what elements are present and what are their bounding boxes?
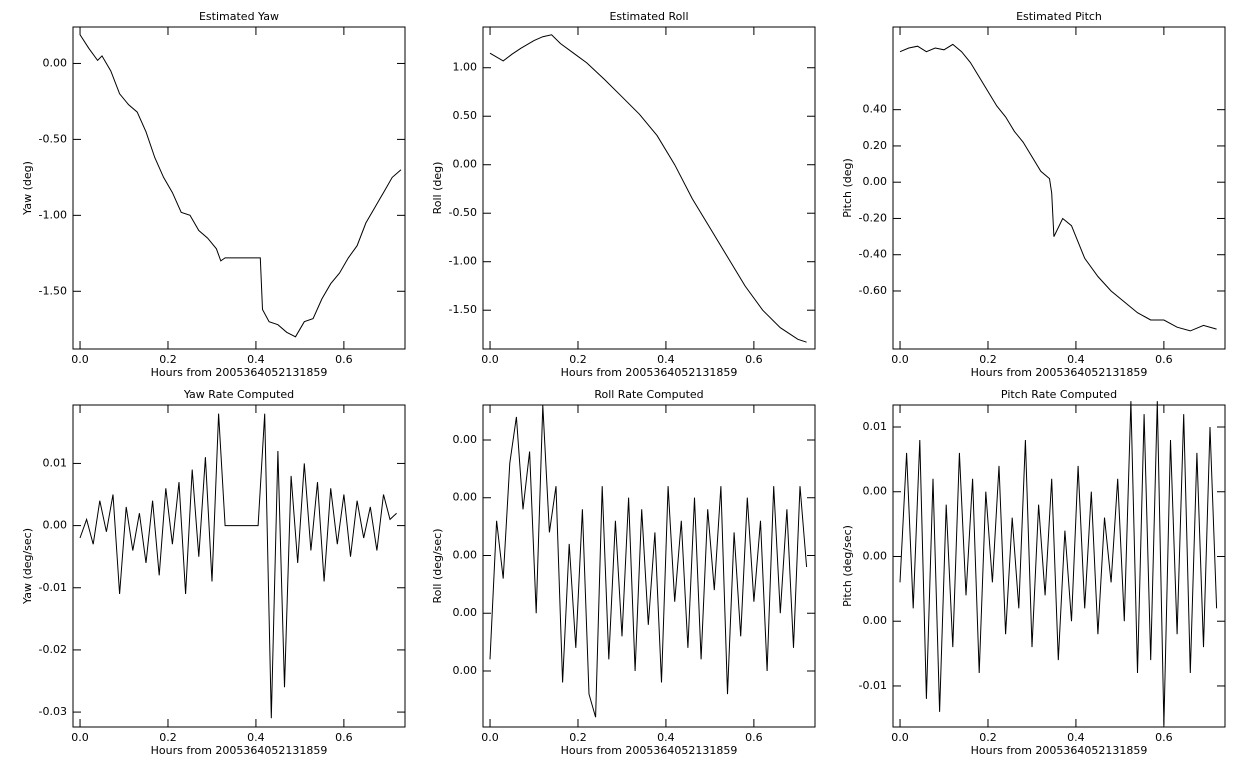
x-tick-label: 0.4 — [1067, 353, 1085, 366]
x-axis-label: Hours from 2005364052131859 — [561, 366, 738, 379]
x-axis-label: Hours from 2005364052131859 — [561, 744, 738, 757]
x-tick-label: 0.2 — [569, 731, 587, 744]
data-line — [79, 413, 397, 719]
x-tick-label: 0.2 — [569, 353, 587, 366]
y-tick-label: 0.20 — [863, 139, 888, 152]
x-tick-label: 0.0 — [481, 731, 499, 744]
plot-frame — [892, 404, 1226, 728]
y-tick-label: -0.50 — [39, 132, 67, 145]
chart-title: Yaw Rate Computed — [183, 388, 294, 401]
x-tick-label: 0.2 — [159, 731, 177, 744]
data-line — [489, 34, 807, 343]
y-tick-label: 0.00 — [453, 433, 478, 446]
chart-title: Roll Rate Computed — [594, 388, 703, 401]
y-tick-label: 0.00 — [453, 158, 478, 171]
y-tick-label: -1.00 — [39, 208, 67, 221]
y-tick-label: -0.40 — [859, 248, 887, 261]
y-tick-label: -1.00 — [449, 255, 477, 268]
x-tick-label: 0.4 — [247, 731, 265, 744]
plot-frame — [892, 26, 1226, 350]
y-tick-label: 0.00 — [863, 485, 888, 498]
chart-title: Estimated Yaw — [199, 10, 279, 23]
y-tick-label: 0.00 — [863, 614, 888, 627]
y-tick-label: 0.00 — [453, 664, 478, 677]
x-tick-label: 0.4 — [657, 353, 675, 366]
y-tick-label: 0.00 — [43, 56, 68, 69]
plot-frame — [72, 404, 406, 728]
y-tick-label: 0.01 — [43, 456, 68, 469]
x-tick-label: 0.0 — [891, 731, 909, 744]
x-tick-label: 0.2 — [159, 353, 177, 366]
y-axis-label: Roll (deg/sec) — [431, 528, 444, 603]
x-axis-label: Hours from 2005364052131859 — [151, 744, 328, 757]
x-tick-label: 0.6 — [335, 731, 353, 744]
y-axis-label: Yaw (deg/sec) — [21, 528, 34, 605]
y-tick-label: -0.03 — [39, 705, 67, 718]
y-axis-label: Pitch (deg) — [841, 158, 854, 218]
y-tick-label: -0.20 — [859, 211, 887, 224]
x-tick-label: 0.0 — [71, 731, 89, 744]
y-tick-label: 0.40 — [863, 103, 888, 116]
y-tick-label: -0.02 — [39, 643, 67, 656]
x-tick-label: 0.0 — [481, 353, 499, 366]
data-line — [489, 405, 808, 718]
x-tick-label: 0.4 — [657, 731, 675, 744]
chart-title: Estimated Roll — [609, 10, 688, 23]
y-tick-label: 0.00 — [43, 519, 68, 532]
x-tick-label: 0.2 — [979, 353, 997, 366]
chart-title: Pitch Rate Computed — [1001, 388, 1117, 401]
y-tick-label: 0.01 — [863, 420, 888, 433]
plot-frame — [72, 26, 406, 350]
y-axis-label: Pitch (deg/sec) — [841, 525, 854, 607]
x-axis-label: Hours from 2005364052131859 — [971, 744, 1148, 757]
y-tick-label: 0.00 — [863, 175, 888, 188]
x-tick-label: 0.6 — [1155, 353, 1173, 366]
data-line — [79, 34, 402, 338]
y-tick-label: 0.00 — [453, 491, 478, 504]
y-tick-label: 0.50 — [453, 109, 478, 122]
plot-frame — [482, 404, 816, 728]
x-tick-label: 0.0 — [891, 353, 909, 366]
y-tick-label: -0.60 — [859, 284, 887, 297]
x-tick-label: 0.4 — [1067, 731, 1085, 744]
x-axis-label: Hours from 2005364052131859 — [971, 366, 1148, 379]
x-tick-label: 0.6 — [1155, 731, 1173, 744]
data-line — [899, 43, 1217, 332]
plot-frame — [482, 26, 816, 350]
y-axis-label: Yaw (deg) — [21, 161, 34, 216]
x-tick-label: 0.2 — [979, 731, 997, 744]
y-tick-label: 0.00 — [863, 549, 888, 562]
y-tick-label: 1.00 — [453, 61, 478, 74]
y-tick-label: 0.00 — [453, 606, 478, 619]
y-tick-label: -0.01 — [39, 581, 67, 594]
y-tick-label: -0.50 — [449, 206, 477, 219]
x-tick-label: 0.0 — [71, 353, 89, 366]
x-tick-label: 0.4 — [247, 353, 265, 366]
y-axis-label: Roll (deg) — [431, 162, 444, 215]
y-tick-label: -0.01 — [859, 679, 887, 692]
x-tick-label: 0.6 — [745, 731, 763, 744]
y-tick-label: -1.50 — [39, 284, 67, 297]
x-axis-label: Hours from 2005364052131859 — [151, 366, 328, 379]
y-tick-label: -1.50 — [449, 303, 477, 316]
x-tick-label: 0.6 — [335, 353, 353, 366]
x-tick-label: 0.6 — [745, 353, 763, 366]
data-line — [899, 401, 1218, 725]
y-tick-label: 0.00 — [453, 548, 478, 561]
chart-title: Estimated Pitch — [1016, 10, 1102, 23]
